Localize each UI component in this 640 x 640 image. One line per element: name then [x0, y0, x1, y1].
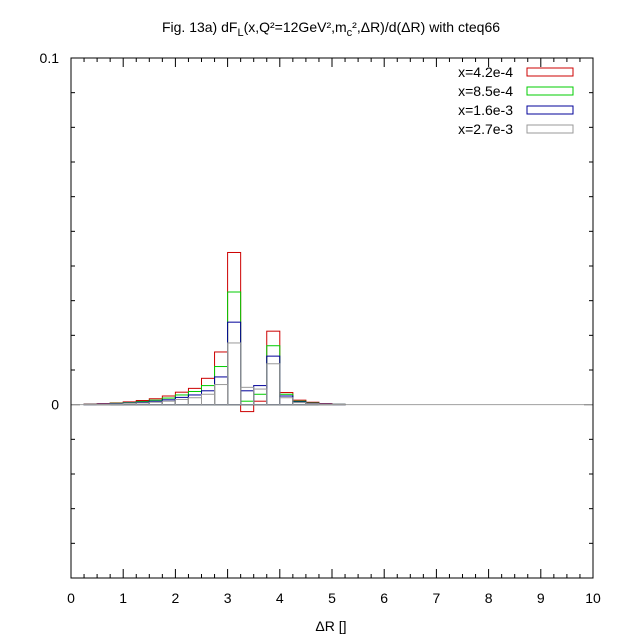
- title-middle: (x,Q²=12GeV²,m: [244, 19, 347, 35]
- histogram-bar: [214, 384, 229, 406]
- legend: x=4.2e-4 x=8.5e-4 x=1.6e-3 x=2.7e-3: [458, 64, 574, 137]
- x-tick-label: 10: [585, 590, 601, 606]
- legend-label: x=8.5e-4: [458, 83, 513, 99]
- histogram-bar: [227, 291, 242, 406]
- title-suffix: ²,ΔR)/d(ΔR) with cteq66: [352, 19, 500, 35]
- histogram-bar: [331, 403, 346, 406]
- legend-label: x=1.6e-3: [458, 102, 513, 118]
- histogram-bar: [187, 387, 202, 406]
- histogram-bar: [305, 403, 320, 406]
- histogram-bar: [253, 385, 268, 406]
- x-tick-label: 8: [485, 590, 493, 606]
- title-subscript-c: c: [347, 27, 353, 39]
- histogram-bar: [83, 403, 98, 406]
- histogram-bar: [161, 399, 176, 406]
- histogram-bar: [292, 402, 307, 406]
- histogram-bar: [214, 376, 229, 406]
- x-axis-label: ΔR []: [315, 618, 346, 634]
- histogram-bar: [174, 391, 189, 406]
- x-tick-label: 3: [224, 590, 232, 606]
- title-subscript-l: L: [237, 27, 243, 39]
- x-tick-label: 2: [172, 590, 180, 606]
- x-tick-label: 9: [537, 590, 545, 606]
- histogram-bar: [227, 321, 242, 406]
- histogram-bar: [148, 401, 163, 406]
- histogram-bar: [187, 394, 202, 406]
- histogram-bar: [253, 393, 268, 406]
- histogram-bar: [174, 398, 189, 406]
- x-tick-label: 1: [119, 590, 127, 606]
- title-prefix: Fig. 13a) dF: [162, 19, 237, 35]
- histogram-bar: [187, 397, 202, 406]
- histogram-bars: [83, 251, 346, 413]
- histogram-bar: [266, 363, 281, 406]
- histogram-bar: [161, 400, 176, 406]
- histogram-bar: [201, 393, 216, 406]
- histogram-bar: [240, 390, 255, 406]
- histogram-bar: [148, 400, 163, 406]
- histogram-bar: [201, 390, 216, 406]
- histogram-bar: [109, 403, 124, 406]
- histogram-bar: [266, 330, 281, 406]
- histogram-bar: [318, 403, 333, 406]
- histogram-bar: [214, 366, 229, 406]
- chart-title: Fig. 13a) dFL(x,Q²=12GeV²,mc²,ΔR)/d(ΔR) …: [162, 19, 500, 39]
- histogram-bar: [240, 404, 255, 413]
- plot-frame: [70, 57, 594, 579]
- histogram-bar: [135, 402, 150, 406]
- x-tick-label: 0: [67, 590, 75, 606]
- axis-ticks: 0 1 2 3 4 5 6 7 8 9 10 0 0.1: [40, 50, 601, 606]
- histogram-bar: [253, 388, 268, 406]
- legend-swatch: [526, 86, 574, 96]
- legend-swatch: [526, 105, 574, 115]
- histogram-bar: [201, 385, 216, 406]
- histogram-bar: [174, 396, 189, 406]
- histogram-bar: [96, 403, 111, 406]
- histogram-bar: [122, 402, 137, 406]
- histogram-bar: [266, 345, 281, 406]
- legend-label: x=4.2e-4: [458, 64, 513, 80]
- histogram-bar: [240, 386, 255, 406]
- y-tick-label: 0: [51, 397, 59, 413]
- legend-swatch: [526, 124, 574, 134]
- histogram-bar: [253, 400, 268, 406]
- x-tick-label: 5: [328, 590, 336, 606]
- legend-label: x=2.7e-3: [458, 121, 513, 137]
- histogram-bar: [227, 251, 242, 406]
- histogram-bar: [148, 398, 163, 406]
- histogram-bar: [161, 395, 176, 406]
- histogram-bar: [214, 351, 229, 406]
- histogram-bar: [240, 400, 255, 406]
- x-tick-label: 6: [380, 590, 388, 606]
- histogram-bar: [201, 377, 216, 406]
- x-tick-label: 7: [433, 590, 441, 606]
- histogram-bar: [279, 397, 294, 406]
- x-tick-label: 4: [276, 590, 284, 606]
- histogram-bar: [227, 342, 242, 406]
- y-tick-label: 0.1: [40, 50, 60, 66]
- legend-swatch: [526, 67, 574, 77]
